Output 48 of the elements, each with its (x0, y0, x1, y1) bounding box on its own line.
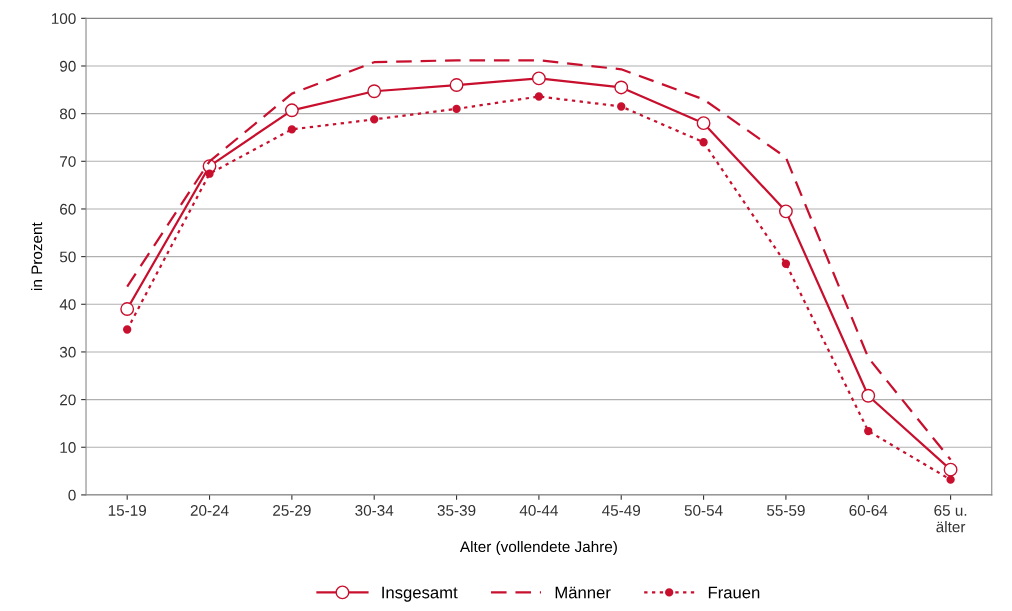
x-tick-label: 55-59 (766, 505, 805, 516)
x-axis-title: Alter (vollendete Jahre) (459, 540, 617, 556)
point (123, 325, 132, 334)
point (367, 84, 382, 99)
point (531, 71, 546, 86)
x-tick-label: 40-44 (519, 505, 558, 516)
point (449, 78, 464, 92)
y-tick-label: 10 (60, 442, 76, 453)
point (861, 388, 876, 403)
y-tick-label: 90 (60, 60, 76, 72)
point (287, 125, 297, 134)
y-tick-label: 30 (59, 346, 76, 358)
x-tick-label: 15-19 (108, 505, 147, 516)
y-tick-label: 0 (68, 489, 76, 501)
y-tick-label: 100 (51, 13, 76, 25)
point (864, 426, 873, 436)
y-axis-title: in Prozent (31, 222, 43, 290)
point (284, 103, 299, 118)
legend-label: Frauen (708, 586, 760, 599)
y-tick-label: 70 (60, 156, 76, 167)
point (120, 302, 135, 316)
y-tick-label: 20 (60, 394, 76, 406)
point (205, 169, 214, 178)
x-tick-label: 45-49 (602, 505, 641, 516)
y-tick-label: 80 (59, 108, 76, 120)
y-tick-label: 40 (59, 299, 76, 310)
x-tick-label: 60-64 (849, 505, 888, 516)
point (452, 104, 461, 114)
point (370, 115, 379, 124)
point (699, 138, 708, 147)
point (946, 475, 955, 484)
x-tick-label: 25-29 (273, 505, 311, 516)
point (617, 102, 626, 111)
point (943, 462, 958, 477)
y-tick-label: 60 (60, 203, 76, 215)
point (614, 80, 629, 95)
x-tick-label: 50-54 (684, 505, 723, 516)
point (781, 259, 791, 268)
x-tick-label: 65 u. älter (934, 505, 967, 533)
point (696, 116, 711, 131)
point (778, 204, 793, 219)
point (534, 92, 544, 101)
y-tick-label: 50 (59, 251, 76, 263)
x-tick-label: 35-39 (437, 505, 476, 516)
legend-label: Männer (555, 586, 611, 599)
x-tick-label: 30-34 (355, 505, 394, 516)
x-tick-label: 20-24 (190, 505, 229, 516)
legend-label: Insgesamt (382, 586, 458, 602)
